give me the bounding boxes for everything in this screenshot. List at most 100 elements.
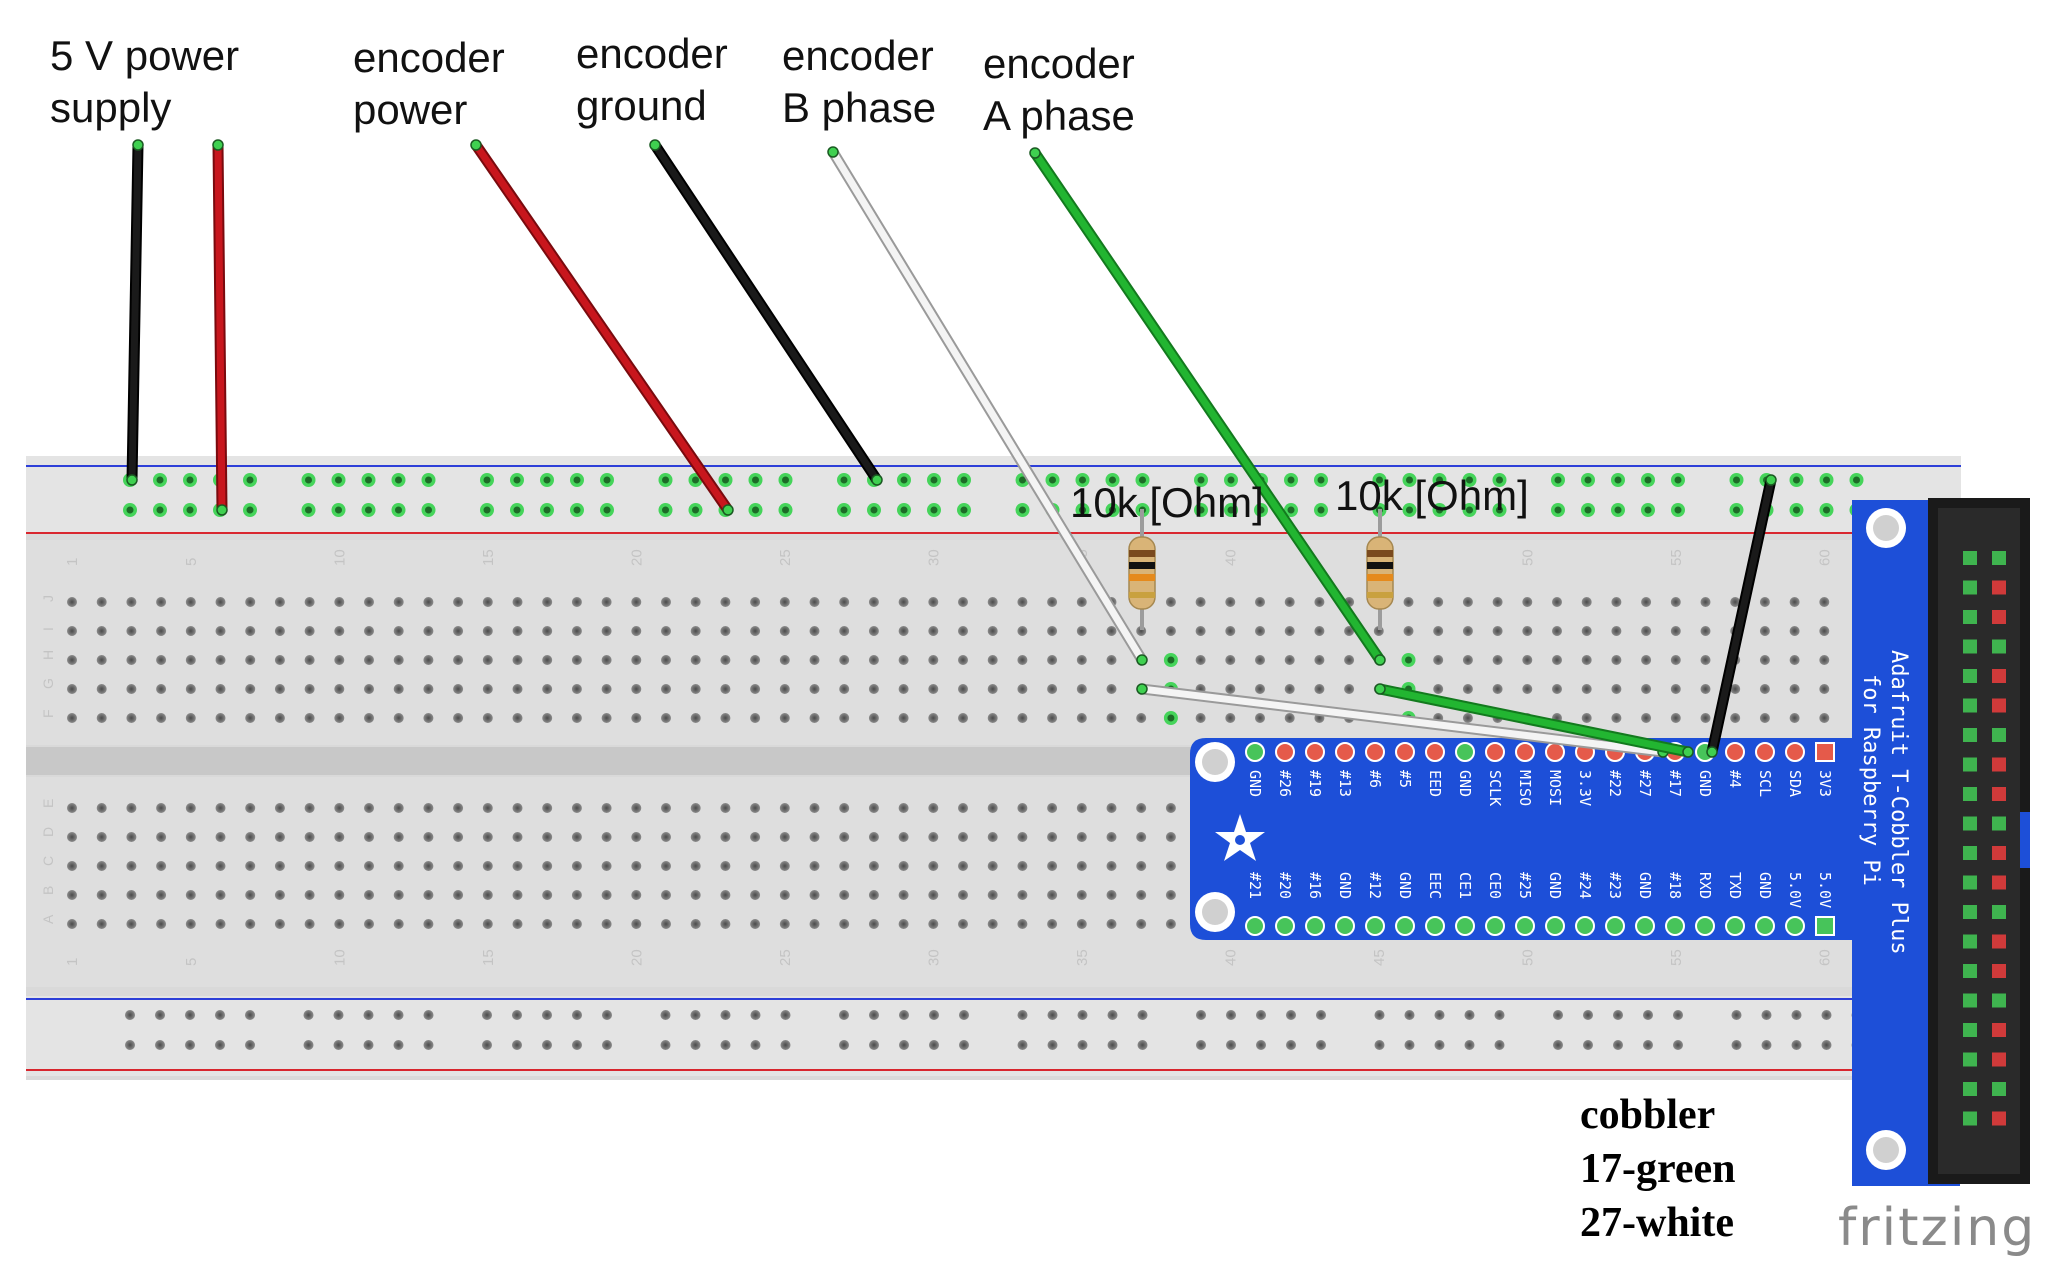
breadboard-hole (185, 713, 196, 723)
breadboard-hole (453, 597, 464, 607)
breadboard-hole (1076, 684, 1087, 694)
breadboard-hole (480, 473, 494, 487)
breadboard-hole (869, 1010, 879, 1020)
breadboard-hole (750, 684, 761, 694)
breadboard-hole (540, 503, 554, 517)
breadboard-hole (1225, 655, 1236, 665)
breadboard-hole (928, 655, 939, 665)
breadboard-hole (631, 684, 642, 694)
row-letter: B (40, 886, 56, 895)
breadboard-hole (125, 1040, 135, 1050)
breadboard-hole (601, 803, 612, 813)
breadboard-hole (1462, 503, 1477, 517)
row-letter: E (40, 799, 56, 808)
breadboard-hole (602, 1040, 612, 1050)
breadboard-hole (868, 832, 879, 842)
breadboard-hole (898, 861, 909, 871)
breadboard-hole (720, 597, 731, 607)
breadboard-hole (1670, 713, 1681, 723)
breadboard-hole (571, 919, 582, 929)
breadboard-hole (185, 655, 196, 665)
breadboard-hole (571, 684, 582, 694)
gpio-pin (1992, 964, 2006, 978)
breadboard-hole (839, 1040, 849, 1050)
column-number: 50 (1519, 949, 1536, 966)
breadboard-hole (1821, 1040, 1832, 1050)
breadboard-hole (1047, 861, 1058, 871)
breadboard-hole (839, 597, 850, 607)
breadboard-hole (898, 803, 909, 813)
breadboard-hole (215, 890, 226, 900)
cobbler-top-pin: GND (1245, 742, 1265, 797)
breadboard-hole (67, 626, 77, 636)
breadboard-hole (750, 597, 761, 607)
breadboard-hole (126, 832, 137, 842)
breadboard-hole (334, 626, 345, 636)
breadboard-hole (1613, 1010, 1623, 1020)
breadboard-hole (1789, 597, 1800, 607)
breadboard-hole (156, 890, 167, 900)
breadboard-hole (1195, 655, 1206, 665)
breadboard-hole (1076, 713, 1087, 723)
breadboard-hole (185, 626, 196, 636)
breadboard-hole (1641, 626, 1652, 636)
breadboard-hole (571, 861, 582, 871)
breadboard-hole (571, 597, 582, 607)
resistor-1-label: 10k [Ohm] (1070, 479, 1264, 526)
breadboard-hole (542, 832, 553, 842)
breadboard-hole (899, 1010, 909, 1020)
breadboard-hole (185, 803, 196, 813)
breadboard-hole (304, 803, 315, 813)
pin-label: CE0 (1486, 872, 1504, 899)
breadboard-hole (1224, 473, 1238, 487)
breadboard-hole (540, 473, 554, 487)
breadboard-hole (1819, 626, 1830, 636)
breadboard-hole (959, 1040, 969, 1050)
cobbler-bottom-pin: #21 (1245, 872, 1265, 936)
breadboard-hole (987, 597, 998, 607)
breadboard-hole (1017, 626, 1028, 636)
breadboard-hole (1462, 655, 1473, 665)
pin-label: #22 (1606, 770, 1624, 797)
breadboard-hole (571, 626, 582, 636)
label-encoder-b-phase: encoder B phase (782, 32, 936, 131)
breadboard-hole (1106, 713, 1117, 723)
column-number: 50 (1519, 549, 1536, 566)
breadboard-hole (928, 713, 939, 723)
breadboard-hole (868, 861, 879, 871)
breadboard-hole (1641, 597, 1652, 607)
resistor-2-label: 10k [Ohm] (1335, 472, 1529, 519)
breadboard-hole (1553, 1010, 1563, 1020)
breadboard-hole (898, 684, 909, 694)
gpio-pin (1963, 905, 1977, 919)
gpio-header-pins (1963, 551, 2006, 1126)
breadboard-hole (779, 626, 790, 636)
breadboard-hole (1194, 503, 1208, 517)
breadboard-hole (631, 713, 642, 723)
breadboard-hole (393, 713, 404, 723)
breadboard-hole (1552, 597, 1562, 607)
breadboard-hole (779, 861, 790, 871)
breadboard-hole (1611, 626, 1622, 636)
breadboard-hole (512, 890, 523, 900)
breadboard-hole (1611, 503, 1625, 517)
breadboard-hole (690, 655, 701, 665)
pin-label: #26 (1276, 770, 1294, 797)
cobbler-bottom-pin: RXD (1695, 872, 1715, 936)
breadboard-hole (1017, 803, 1028, 813)
breadboard-hole (245, 713, 256, 723)
breadboard-hole (1165, 861, 1176, 871)
breadboard-hole (1076, 919, 1087, 929)
breadboard-hole (1165, 919, 1176, 929)
breadboard-hole (334, 684, 345, 694)
breadboard-hole (421, 503, 436, 517)
breadboard-hole (1106, 919, 1117, 929)
breadboard-hole (1106, 890, 1117, 900)
label-encoder-b-line1: encoder (782, 32, 934, 79)
breadboard-hole (274, 832, 285, 842)
breadboard-hole (96, 861, 107, 871)
breadboard-hole (839, 1010, 849, 1020)
gpio-pin (1992, 875, 2006, 890)
breadboard-hole (364, 626, 374, 636)
breadboard-hole (364, 803, 374, 813)
